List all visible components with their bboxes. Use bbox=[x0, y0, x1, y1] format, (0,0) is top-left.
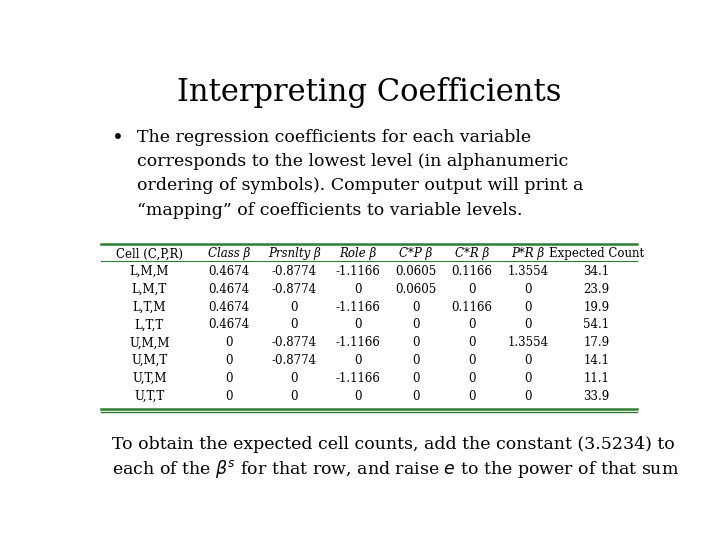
Text: 19.9: 19.9 bbox=[583, 301, 609, 314]
Text: To obtain the expected cell counts, add the constant (3.5234) to: To obtain the expected cell counts, add … bbox=[112, 436, 675, 453]
Text: 1.3554: 1.3554 bbox=[508, 336, 549, 349]
Text: -0.8774: -0.8774 bbox=[271, 354, 317, 367]
Text: Prsnlty β: Prsnlty β bbox=[268, 247, 320, 260]
Text: -1.1166: -1.1166 bbox=[336, 372, 381, 385]
Text: Role β: Role β bbox=[339, 247, 377, 260]
Text: 0: 0 bbox=[412, 336, 420, 349]
Text: 0.1166: 0.1166 bbox=[451, 301, 492, 314]
Text: 0: 0 bbox=[225, 336, 233, 349]
Text: 1.3554: 1.3554 bbox=[508, 265, 549, 278]
Text: The regression coefficients for each variable: The regression coefficients for each var… bbox=[138, 129, 531, 146]
Text: 0: 0 bbox=[354, 282, 362, 296]
Text: Interpreting Coefficients: Interpreting Coefficients bbox=[176, 77, 562, 109]
Text: 0: 0 bbox=[468, 390, 475, 403]
Text: -1.1166: -1.1166 bbox=[336, 301, 381, 314]
Text: 0: 0 bbox=[225, 354, 233, 367]
Text: L,M,M: L,M,M bbox=[130, 265, 169, 278]
Text: 0: 0 bbox=[290, 372, 298, 385]
Text: U,T,T: U,T,T bbox=[135, 390, 165, 403]
Text: C*R β: C*R β bbox=[454, 247, 489, 260]
Text: 54.1: 54.1 bbox=[583, 319, 609, 332]
Text: 0: 0 bbox=[412, 372, 420, 385]
Text: 23.9: 23.9 bbox=[583, 282, 609, 296]
Text: 0: 0 bbox=[524, 372, 531, 385]
Text: 0: 0 bbox=[468, 372, 475, 385]
Text: 0: 0 bbox=[524, 390, 531, 403]
Text: 0: 0 bbox=[225, 372, 233, 385]
Text: 0: 0 bbox=[524, 354, 531, 367]
Text: 0: 0 bbox=[290, 390, 298, 403]
Text: C*P β: C*P β bbox=[399, 247, 432, 260]
Text: L,T,M: L,T,M bbox=[132, 301, 166, 314]
Text: U,M,T: U,M,T bbox=[131, 354, 168, 367]
Text: 0: 0 bbox=[468, 282, 475, 296]
Text: 0.4674: 0.4674 bbox=[208, 265, 249, 278]
Text: -0.8774: -0.8774 bbox=[271, 282, 317, 296]
Text: 0: 0 bbox=[290, 301, 298, 314]
Text: 0: 0 bbox=[524, 282, 531, 296]
Text: Cell (C,P,R): Cell (C,P,R) bbox=[116, 247, 183, 260]
Text: 33.9: 33.9 bbox=[583, 390, 609, 403]
Text: 0: 0 bbox=[412, 301, 420, 314]
Text: -0.8774: -0.8774 bbox=[271, 265, 317, 278]
Text: -1.1166: -1.1166 bbox=[336, 336, 381, 349]
Text: Class β: Class β bbox=[208, 247, 250, 260]
Text: U,T,M: U,T,M bbox=[132, 372, 167, 385]
Text: •: • bbox=[112, 129, 124, 149]
Text: corresponds to the lowest level (in alphanumeric: corresponds to the lowest level (in alph… bbox=[138, 153, 569, 170]
Text: each of the $\beta^s$ for that row, and raise $e$ to the power of that sum: each of the $\beta^s$ for that row, and … bbox=[112, 458, 680, 480]
Text: 0: 0 bbox=[468, 336, 475, 349]
Text: U,M,M: U,M,M bbox=[129, 336, 170, 349]
Text: 0: 0 bbox=[412, 390, 420, 403]
Text: 0.1166: 0.1166 bbox=[451, 265, 492, 278]
Text: 34.1: 34.1 bbox=[583, 265, 609, 278]
Text: 0: 0 bbox=[412, 319, 420, 332]
Text: 0.4674: 0.4674 bbox=[208, 301, 249, 314]
Text: 0.0605: 0.0605 bbox=[395, 265, 436, 278]
Text: 14.1: 14.1 bbox=[583, 354, 609, 367]
Text: -0.8774: -0.8774 bbox=[271, 336, 317, 349]
Text: 0: 0 bbox=[354, 319, 362, 332]
Text: “mapping” of coefficients to variable levels.: “mapping” of coefficients to variable le… bbox=[138, 201, 523, 219]
Text: 0: 0 bbox=[354, 390, 362, 403]
Text: 0.0605: 0.0605 bbox=[395, 282, 436, 296]
Text: 0: 0 bbox=[290, 319, 298, 332]
Text: 11.1: 11.1 bbox=[583, 372, 609, 385]
Text: P*R β: P*R β bbox=[511, 247, 544, 260]
Text: 0: 0 bbox=[524, 319, 531, 332]
Text: 17.9: 17.9 bbox=[583, 336, 609, 349]
Text: 0: 0 bbox=[354, 354, 362, 367]
Text: 0: 0 bbox=[468, 354, 475, 367]
Text: ordering of symbols). Computer output will print a: ordering of symbols). Computer output wi… bbox=[138, 178, 584, 194]
Text: 0: 0 bbox=[524, 301, 531, 314]
Text: 0.4674: 0.4674 bbox=[208, 319, 249, 332]
Text: 0.4674: 0.4674 bbox=[208, 282, 249, 296]
Text: 0: 0 bbox=[412, 354, 420, 367]
Text: L,M,T: L,M,T bbox=[132, 282, 167, 296]
Text: 0: 0 bbox=[468, 319, 475, 332]
Text: Expected Count: Expected Count bbox=[549, 247, 644, 260]
Text: 0: 0 bbox=[225, 390, 233, 403]
Text: -1.1166: -1.1166 bbox=[336, 265, 381, 278]
Text: L,T,T: L,T,T bbox=[135, 319, 164, 332]
